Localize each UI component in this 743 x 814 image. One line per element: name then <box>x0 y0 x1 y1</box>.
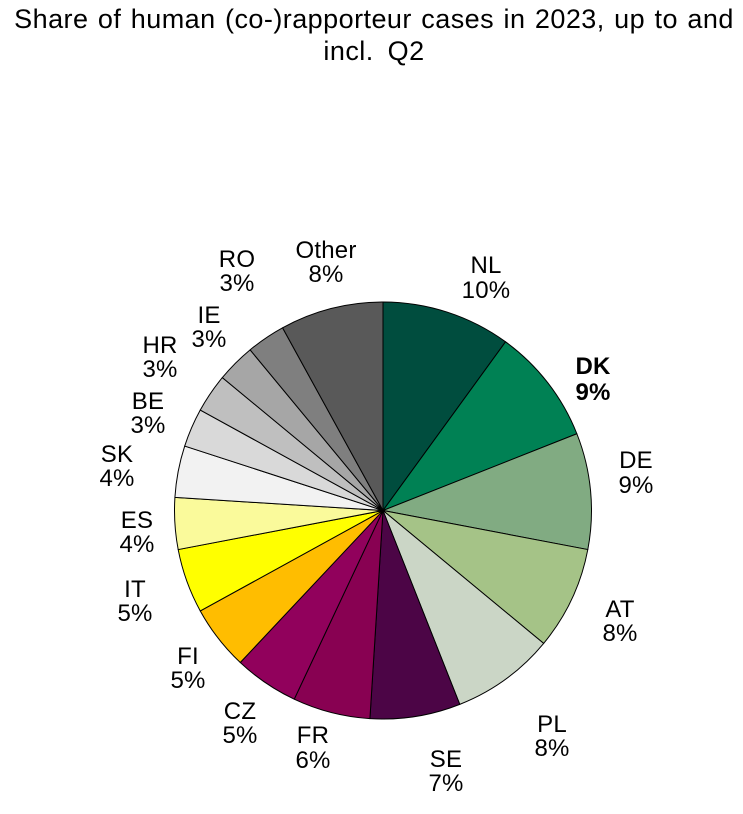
svg-text:SE: SE <box>430 746 462 773</box>
svg-text:6%: 6% <box>295 747 330 774</box>
svg-text:4%: 4% <box>119 531 154 558</box>
svg-text:3%: 3% <box>191 326 226 353</box>
svg-text:SK: SK <box>101 441 133 468</box>
svg-text:3%: 3% <box>130 412 165 439</box>
svg-text:NL: NL <box>470 252 501 279</box>
svg-text:Other: Other <box>295 237 356 264</box>
svg-text:FI: FI <box>177 643 199 670</box>
svg-text:DE: DE <box>619 447 653 474</box>
svg-text:CZ: CZ <box>224 698 256 725</box>
svg-text:incl. Q2: incl. Q2 <box>323 36 424 66</box>
svg-text:7%: 7% <box>428 770 463 797</box>
svg-text:DK: DK <box>575 353 611 380</box>
svg-text:3%: 3% <box>219 270 254 297</box>
svg-text:RO: RO <box>219 246 255 273</box>
svg-text:FR: FR <box>297 722 329 749</box>
svg-text:3%: 3% <box>142 356 177 383</box>
svg-text:AT: AT <box>605 596 634 623</box>
svg-text:10%: 10% <box>462 277 511 304</box>
svg-text:4%: 4% <box>99 465 134 492</box>
svg-text:Share of human (co-)rapporteur: Share of human (co-)rapporteur cases in … <box>14 4 734 34</box>
svg-text:9%: 9% <box>575 379 610 406</box>
svg-text:8%: 8% <box>534 735 569 762</box>
svg-text:ES: ES <box>121 507 153 534</box>
svg-text:5%: 5% <box>170 667 205 694</box>
svg-text:8%: 8% <box>308 261 343 288</box>
svg-text:5%: 5% <box>222 722 257 749</box>
svg-text:IT: IT <box>124 576 146 603</box>
svg-text:5%: 5% <box>117 600 152 627</box>
svg-text:9%: 9% <box>618 472 653 499</box>
svg-text:PL: PL <box>537 711 567 738</box>
svg-text:HR: HR <box>142 332 177 359</box>
svg-text:8%: 8% <box>602 620 637 647</box>
svg-text:IE: IE <box>197 302 220 329</box>
svg-text:BE: BE <box>132 388 164 415</box>
